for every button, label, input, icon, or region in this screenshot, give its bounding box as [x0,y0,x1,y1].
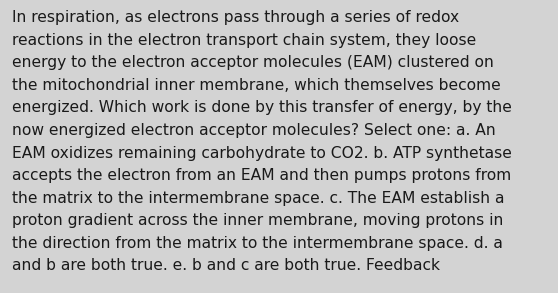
Text: now energized electron acceptor molecules? Select one: a. An: now energized electron acceptor molecule… [12,123,496,138]
Text: EAM oxidizes remaining carbohydrate to CO2. b. ATP synthetase: EAM oxidizes remaining carbohydrate to C… [12,146,512,161]
Text: In respiration, as electrons pass through a series of redox: In respiration, as electrons pass throug… [12,10,459,25]
Text: the matrix to the intermembrane space. c. The EAM establish a: the matrix to the intermembrane space. c… [12,191,505,206]
Text: the direction from the matrix to the intermembrane space. d. a: the direction from the matrix to the int… [12,236,503,251]
Text: reactions in the electron transport chain system, they loose: reactions in the electron transport chai… [12,33,477,48]
Text: proton gradient across the inner membrane, moving protons in: proton gradient across the inner membran… [12,213,504,228]
Text: and b are both true. e. b and c are both true. Feedback: and b are both true. e. b and c are both… [12,258,440,273]
Text: energy to the electron acceptor molecules (EAM) clustered on: energy to the electron acceptor molecule… [12,55,494,70]
Text: energized. Which work is done by this transfer of energy, by the: energized. Which work is done by this tr… [12,100,512,115]
Text: accepts the electron from an EAM and then pumps protons from: accepts the electron from an EAM and the… [12,168,512,183]
Text: the mitochondrial inner membrane, which themselves become: the mitochondrial inner membrane, which … [12,78,501,93]
